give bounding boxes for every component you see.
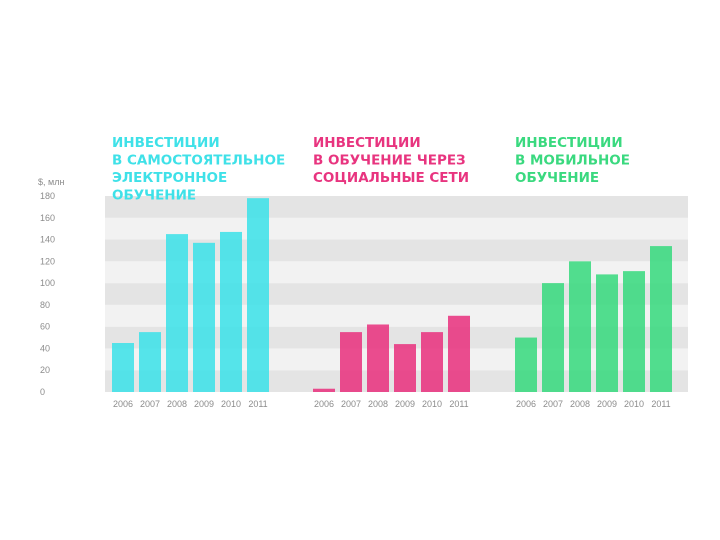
x-tick-label: 2010 — [221, 399, 241, 409]
x-tick-label: 2011 — [651, 399, 670, 409]
chart-title-line: ИНВЕСТИЦИИ — [515, 135, 623, 151]
y-tick-label: 120 — [40, 256, 55, 266]
bar — [623, 271, 645, 392]
chart-title-line: ОБУЧЕНИЕ — [112, 188, 196, 204]
y-tick-label: 80 — [40, 300, 50, 310]
bar — [247, 198, 269, 392]
x-tick-label: 2007 — [140, 399, 160, 409]
y-tick-label: 180 — [40, 191, 55, 201]
x-tick-label: 2009 — [194, 399, 214, 409]
x-tick-label: 2007 — [543, 399, 563, 409]
x-tick-label: 2010 — [422, 399, 442, 409]
y-tick-label: 140 — [40, 235, 55, 245]
y-tick-label: 40 — [40, 343, 50, 353]
bar — [193, 242, 215, 392]
x-tick-label: 2007 — [341, 399, 361, 409]
chart-title-line: ЭЛЕКТРОННОЕ — [112, 170, 227, 186]
bar — [340, 332, 362, 392]
chart-title-line: В МОБИЛЬНОЕ — [515, 153, 630, 169]
chart-title-line: ОБУЧЕНИЕ — [515, 170, 599, 186]
bar — [220, 231, 242, 392]
y-axis-ticks: 0 20 40 60 80 100 120 140 160 180 — [40, 191, 55, 397]
bar — [542, 283, 564, 392]
bar — [448, 315, 470, 392]
bar — [650, 246, 672, 392]
chart-title-line: ИНВЕСТИЦИИ — [112, 135, 220, 151]
bar — [515, 337, 537, 392]
grid-band — [105, 217, 688, 240]
bar — [166, 234, 188, 392]
x-tick-label: 2008 — [368, 399, 388, 409]
x-tick-label: 2011 — [449, 399, 468, 409]
chart-title-line: СОЦИАЛЬНЫЕ СЕТИ — [313, 170, 469, 186]
bar — [596, 274, 618, 392]
y-tick-label: 60 — [40, 322, 50, 332]
y-tick-label: 20 — [40, 365, 50, 375]
x-tick-label: 2006 — [113, 399, 133, 409]
bar — [313, 388, 335, 392]
bar — [569, 261, 591, 392]
x-tick-label: 2008 — [570, 399, 590, 409]
bar — [139, 332, 161, 392]
y-axis-unit-label: $, млн — [38, 177, 64, 187]
y-tick-label: 0 — [40, 387, 45, 397]
x-tick-label: 2009 — [597, 399, 617, 409]
x-tick-label: 2006 — [314, 399, 334, 409]
chart-title-line: ИНВЕСТИЦИИ — [313, 135, 421, 151]
x-tick-label: 2006 — [516, 399, 536, 409]
bar — [112, 343, 134, 392]
bar — [367, 324, 389, 392]
x-tick-label: 2011 — [248, 399, 267, 409]
x-tick-label: 2010 — [624, 399, 644, 409]
chart-title-line: В САМОСТОЯТЕЛЬНОЕ — [112, 153, 285, 169]
y-tick-label: 160 — [40, 213, 55, 223]
bar — [394, 344, 416, 392]
x-tick-label: 2009 — [395, 399, 415, 409]
chart-title-line: В ОБУЧЕНИЕ ЧЕРЕЗ — [313, 153, 466, 169]
x-tick-label: 2008 — [167, 399, 187, 409]
y-tick-label: 100 — [40, 278, 55, 288]
bar — [421, 332, 443, 392]
grid-band — [105, 239, 688, 262]
